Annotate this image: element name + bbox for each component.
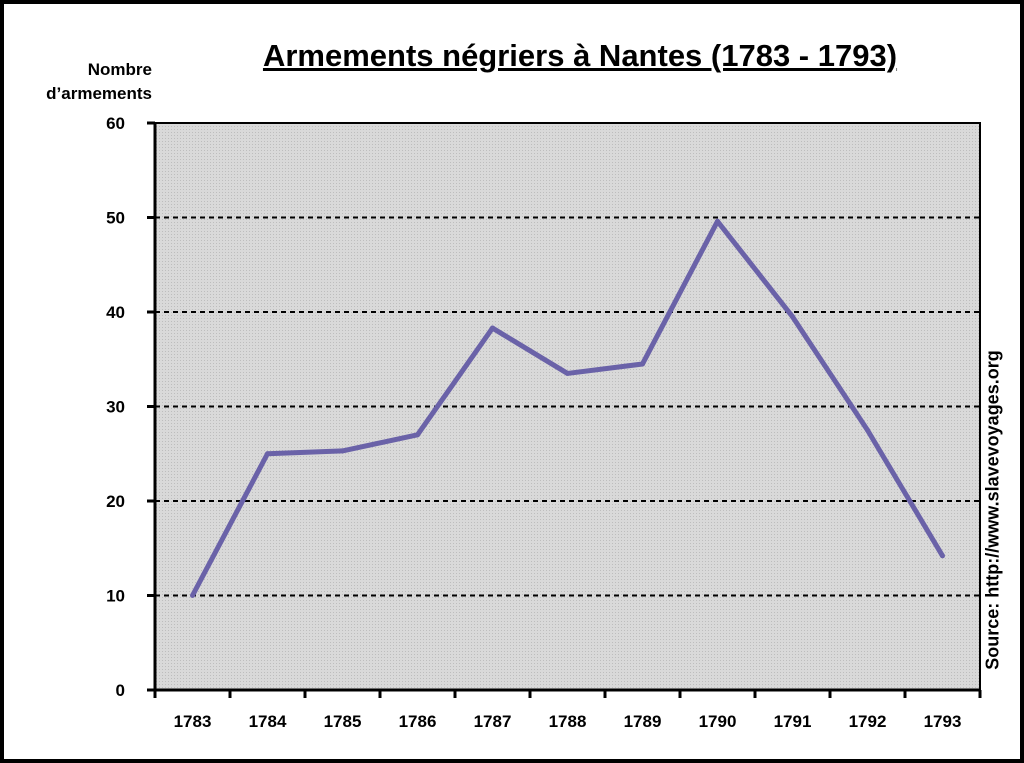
data-point-1789 (640, 361, 645, 367)
data-point-1788 (565, 370, 570, 376)
y-tick-label-60: 60 (106, 114, 125, 133)
x-tick-label-1786: 1786 (399, 712, 437, 731)
y-tick-label-20: 20 (106, 492, 125, 511)
y-axis-label-line-2: d’armements (46, 84, 152, 103)
x-tick-label-1789: 1789 (624, 712, 662, 731)
gridlines (155, 122, 980, 597)
x-tick-label-1790: 1790 (699, 712, 737, 731)
data-point-1790 (715, 218, 720, 224)
y-axis-label: Nombre d’armements (40, 58, 152, 106)
x-tick-label-1785: 1785 (324, 712, 362, 731)
data-points (190, 218, 945, 598)
data-point-1784 (265, 451, 270, 457)
data-point-1793 (940, 553, 945, 559)
plot-area (154, 122, 981, 691)
data-point-1791 (790, 314, 795, 320)
y-tick-label-30: 30 (106, 398, 125, 417)
x-tick-label-1783: 1783 (174, 712, 212, 731)
data-point-1787 (490, 325, 495, 331)
data-point-1783 (190, 593, 195, 598)
x-tick-label-1787: 1787 (474, 712, 512, 731)
x-tick-label-1788: 1788 (549, 712, 587, 731)
data-point-1785 (340, 448, 345, 454)
y-tick-label-10: 10 (106, 587, 125, 606)
data-point-1792 (865, 427, 870, 433)
x-tick-label-1791: 1791 (774, 712, 812, 731)
y-tick-label-50: 50 (106, 209, 125, 228)
x-axis-ticks: 1783 1784 1785 1786 1787 1788 1789 1790 1791 1792… (153, 690, 982, 731)
x-tick-label-1792: 1792 (849, 712, 887, 731)
x-tick-label-1784: 1784 (249, 712, 287, 731)
y-tick-label-0: 0 (116, 681, 125, 700)
y-axis-ticks: 0 10 20 30 40 50 60 (106, 114, 155, 700)
x-tick-label-1793: 1793 (924, 712, 962, 731)
y-axis-label-line-1: Nombre (87, 60, 152, 79)
chart-title: Armements négriers à Nantes (1783 - 1793… (262, 38, 898, 73)
y-tick-label-40: 40 (106, 303, 125, 322)
data-point-1786 (415, 432, 420, 438)
